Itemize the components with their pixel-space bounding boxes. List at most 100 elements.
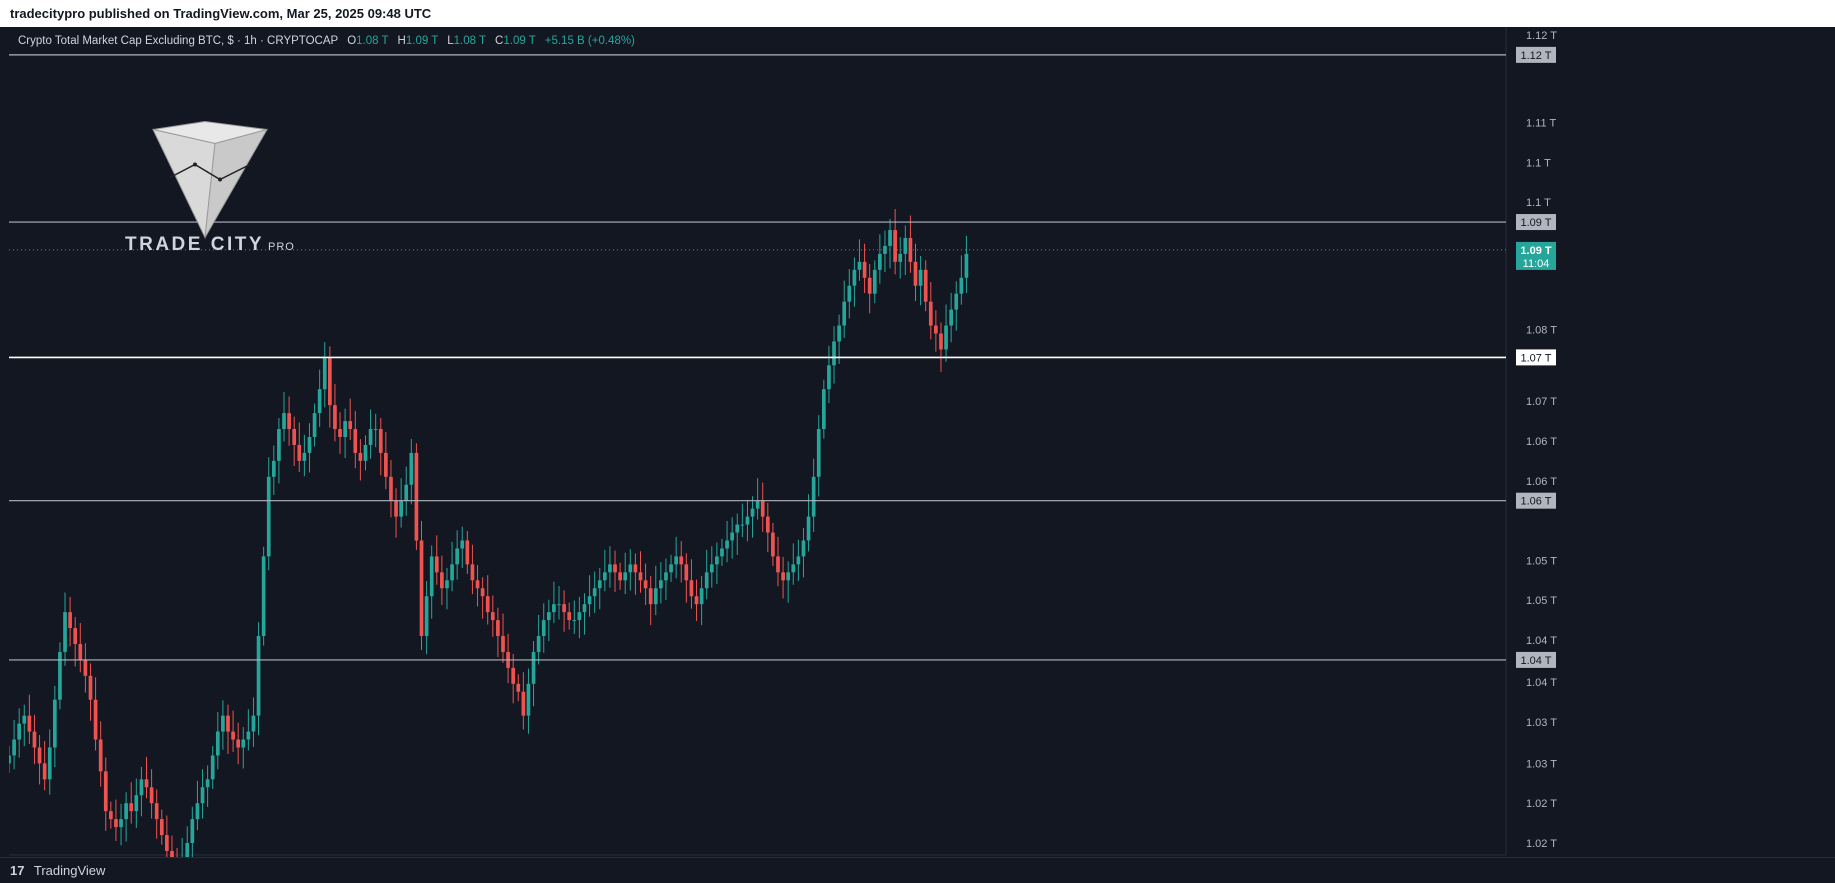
brand-name: TRADE CITY — [125, 234, 264, 255]
trade-city-wordmark: TRADE CITY PRO — [125, 234, 295, 256]
candle-up — [541, 620, 546, 637]
candle-down — [470, 564, 475, 581]
candle-up — [215, 731, 220, 756]
candle-down — [154, 803, 159, 820]
level-price-tag — [1516, 651, 1556, 668]
publish-info: tradecitypro published on TradingView.co… — [10, 6, 432, 21]
candle-up — [954, 293, 959, 310]
chart-area[interactable]: 1.12 T 1.11 T 1.1 T 1.1 T 1.08 T 1.07 T 1.06 T… — [9, 27, 1835, 857]
candle-up — [811, 476, 816, 517]
legend-change: +5.15 B (+0.48%) — [544, 35, 635, 47]
candle-up — [796, 556, 801, 565]
candle-up — [664, 572, 668, 581]
candle-up — [266, 476, 271, 557]
candle-up — [659, 580, 663, 589]
candle-up — [261, 556, 266, 637]
candle-down — [643, 580, 648, 589]
candle-up — [47, 747, 52, 780]
candle-up — [536, 636, 541, 652]
y-tick-label: 1.04 T — [1526, 677, 1557, 689]
candle-down — [939, 333, 943, 350]
y-tick-label: 1.1 T — [1526, 157, 1551, 169]
candle-up — [806, 516, 811, 541]
candle-down — [419, 540, 424, 637]
candle-up — [63, 612, 67, 652]
candle-up — [317, 389, 322, 414]
candle-down — [93, 699, 98, 740]
candle-down — [144, 779, 149, 788]
candle-up — [546, 612, 551, 621]
candle-down — [638, 572, 643, 581]
level-price-label: 1.06 T — [1521, 496, 1552, 508]
candle-up — [363, 444, 368, 461]
candle-down — [475, 580, 480, 589]
y-tick-label: 1.03 T — [1526, 717, 1557, 729]
candle-up — [221, 715, 225, 732]
candle-up — [409, 452, 414, 485]
candle-down — [521, 691, 526, 716]
candle-up — [878, 253, 882, 270]
candle-up — [827, 365, 831, 390]
legend-open-value: 1.08 T — [356, 35, 389, 47]
candle-down — [434, 556, 439, 573]
candle-up — [256, 636, 261, 716]
price-chart[interactable]: 1.12 T 1.11 T 1.1 T 1.1 T 1.08 T 1.07 T 1.06 T… — [9, 27, 1835, 857]
candle-up — [852, 269, 857, 286]
candle-down — [338, 429, 342, 437]
legend-symbol[interactable]: Crypto Total Market Cap Excluding BTC, $… — [18, 35, 338, 47]
y-tick-label: 1.02 T — [1526, 838, 1557, 850]
candle-up — [460, 540, 465, 549]
candle-down — [501, 636, 505, 652]
level-price-label: 1.12 T — [1521, 50, 1552, 62]
candle-up — [210, 755, 215, 780]
candle-up — [903, 237, 908, 254]
candle-up — [246, 731, 251, 740]
candle-up — [185, 843, 190, 857]
candle-up — [857, 261, 862, 270]
last-price-label: 1.09 T — [1520, 245, 1551, 257]
candle-up — [842, 301, 847, 326]
candle-up — [725, 540, 729, 549]
candle-down — [771, 532, 775, 557]
candle-down — [633, 564, 638, 573]
candle-down — [440, 572, 444, 589]
candle-up — [603, 572, 607, 581]
candle-down — [414, 452, 419, 541]
level-price-label: 1.09 T — [1521, 217, 1552, 229]
y-tick-label: 1.07 T — [1526, 396, 1557, 408]
candle-up — [847, 285, 852, 302]
chart-legend: Crypto Total Market Cap Excluding BTC, $… — [18, 35, 635, 47]
last-price-tag — [1516, 241, 1556, 270]
candle-down — [114, 819, 118, 828]
candle-up — [720, 548, 724, 557]
candle-up — [786, 572, 791, 581]
y-tick-label: 1.05 T — [1526, 555, 1557, 567]
candle-up — [883, 245, 887, 254]
candle-up — [750, 508, 755, 517]
candle-up — [791, 564, 796, 573]
candle-up — [552, 604, 556, 613]
candle-up — [22, 715, 27, 724]
candle-up — [832, 341, 836, 366]
candle-up — [888, 230, 892, 246]
candle-down — [908, 237, 913, 262]
level-price-label: 1.04 T — [1521, 655, 1552, 667]
candle-up — [282, 413, 286, 430]
y-tick-label: 1.06 T — [1526, 476, 1557, 488]
y-tick-label: 1.03 T — [1526, 758, 1557, 770]
candle-up — [404, 484, 409, 501]
candle-up — [134, 795, 139, 812]
candle-down — [88, 675, 93, 700]
footer-platform[interactable]: TradingView — [33, 863, 106, 878]
candle-up — [12, 739, 16, 756]
candle-up — [572, 620, 577, 622]
candle-up — [58, 651, 62, 700]
tradingview-logo-icon: 17 — [10, 863, 25, 878]
candle-down — [353, 429, 358, 453]
candle-down — [32, 731, 37, 748]
chart-background — [9, 27, 1835, 857]
candle-up — [557, 604, 561, 606]
candle-up — [399, 500, 403, 517]
candle-up — [195, 803, 200, 820]
candle-down — [893, 230, 897, 262]
